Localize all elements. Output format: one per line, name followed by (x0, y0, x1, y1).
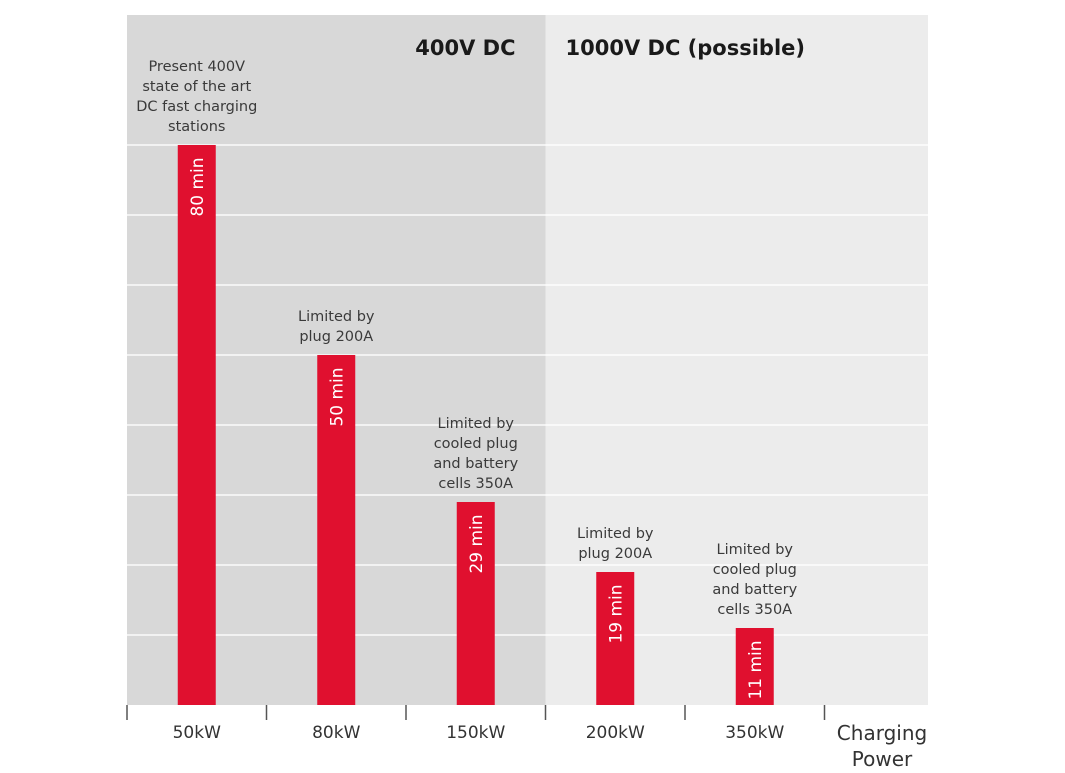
x-tick-label: 80kW (312, 723, 360, 743)
annotations: Present 400V state of the art DC fast char… (136, 59, 797, 618)
bar-annotation: Limited by plug 200A (298, 309, 375, 345)
x-tick-label: 150kW (446, 723, 505, 743)
bar-annotation: Limited by cooled plug and battery cells 35… (712, 542, 797, 618)
bars: 80 min 50 min 29 min 19 min 11 min (177, 145, 774, 705)
gridlines (127, 144, 928, 636)
region-label-1: 1000V DC (possible) (566, 36, 806, 60)
bar-value-label: 19 min (606, 584, 626, 643)
bar-annotation: Limited by plug 200A (577, 526, 654, 562)
bar-value-label: 50 min (327, 367, 347, 426)
bar-350kW (735, 628, 774, 705)
x-tick-label: 350kW (725, 723, 784, 743)
x-tick-label: 200kW (586, 723, 645, 743)
bar-annotation: Limited by cooled plug and battery cells 35… (433, 416, 518, 492)
region-label-0: 400V DC (415, 36, 515, 60)
bar-value-label: 80 min (188, 157, 208, 216)
bar-150kW (456, 502, 495, 705)
bar-value-label: 29 min (467, 514, 487, 573)
x-axis-title: Charging Power (837, 721, 927, 771)
x-tick-label: 50kW (173, 723, 221, 743)
bar-200kW (596, 572, 635, 705)
bar-value-label: 11 min (746, 640, 766, 699)
bar-50kW (177, 145, 216, 705)
bar-annotation: Present 400V state of the art DC fast char… (136, 59, 257, 135)
x-axis: 50kW 80kW 150kW 200kW 350kW Charging Power (126, 705, 927, 771)
voltage-regions: 400V DC 1000V DC (possible) (127, 15, 928, 705)
bar-80kW (317, 355, 356, 705)
